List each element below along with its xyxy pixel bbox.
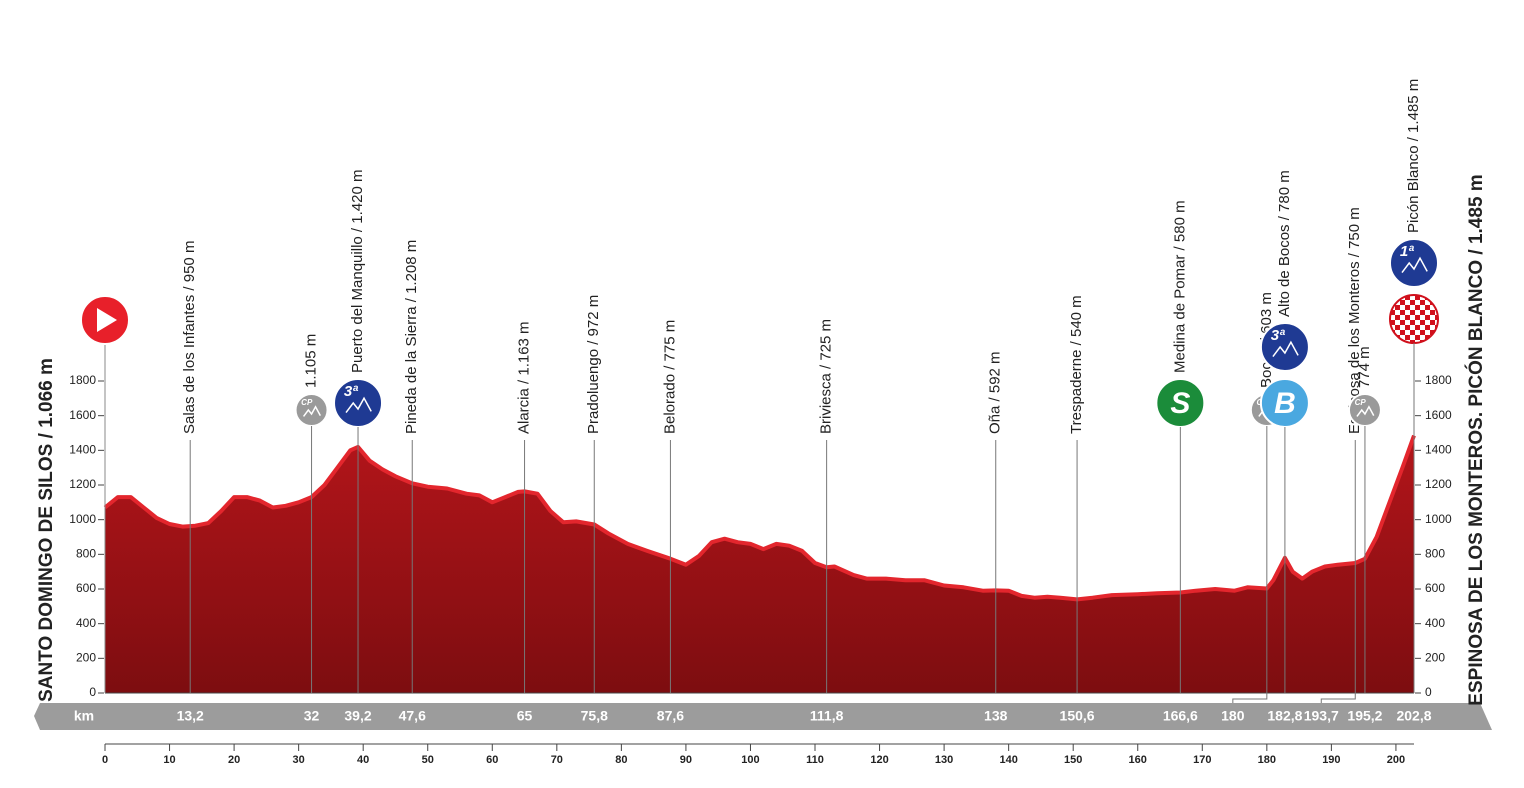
landmark-name: Belorado / 775 m — [661, 320, 678, 434]
y2-tick-label: 200 — [1425, 651, 1445, 665]
y2-tick-label: 0 — [1425, 685, 1432, 699]
km-unit: km — [74, 708, 94, 724]
km-label: 182,8 — [1267, 708, 1302, 724]
landmark-name: Pineda de la Sierra / 1.208 m — [403, 240, 420, 434]
km-label: 87,6 — [657, 708, 684, 724]
x-tick-label: 200 — [1387, 754, 1405, 766]
km-label: 180 — [1221, 708, 1245, 724]
x-tick-label: 0 — [102, 754, 108, 766]
landmark-name: Puerto del Manquillo / 1.420 m — [349, 170, 366, 373]
y-tick-label: 600 — [76, 581, 96, 595]
km-label: 202,8 — [1396, 708, 1431, 724]
start-arrow — [97, 308, 117, 332]
landmark-name: Pradoluengo / 972 m — [585, 295, 602, 434]
profile-line — [103, 434, 1416, 602]
y2-tick-label: 1800 — [1425, 373, 1452, 387]
km-label: 13,2 — [177, 708, 204, 724]
x-tick-label: 170 — [1193, 754, 1211, 766]
landmark-name: Espinosa de los Monteros / 750 m — [1346, 207, 1363, 434]
y2-tick-label: 1400 — [1425, 443, 1452, 457]
landmark-name: 774 m — [1356, 346, 1373, 388]
badge-mountain — [302, 405, 322, 417]
y-tick-label: 1000 — [69, 512, 96, 526]
profile-area — [105, 435, 1414, 693]
km-label: 47,6 — [399, 708, 426, 724]
km-label: 195,2 — [1347, 708, 1382, 724]
y-tick-label: 1400 — [69, 443, 96, 457]
badge — [1259, 322, 1310, 372]
badge-mountain — [1401, 256, 1428, 274]
km-label: 193,7 — [1304, 708, 1339, 724]
x-tick-label: 190 — [1322, 754, 1340, 766]
landmark-name: Alto de Bocos / 780 m — [1276, 170, 1293, 317]
x-tick-label: 150 — [1064, 754, 1082, 766]
x-tick-label: 180 — [1258, 754, 1276, 766]
y2-tick-label: 600 — [1425, 581, 1445, 595]
y-tick-label: 1800 — [69, 373, 96, 387]
badge-text: 3ª — [1271, 327, 1285, 344]
x-tick-label: 80 — [615, 754, 627, 766]
km-label: 138 — [984, 708, 1008, 724]
km-label: 39,2 — [344, 708, 371, 724]
landmark-name: Picón Blanco / 1.485 m — [1405, 79, 1422, 233]
finish-label: ESPINOSA DE LOS MONTEROS. PICÓN BLANCO /… — [1465, 174, 1487, 705]
x-tick-label: 160 — [1129, 754, 1147, 766]
x-tick-label: 130 — [935, 754, 953, 766]
y-tick-label: 800 — [76, 547, 96, 561]
y-tick-label: 400 — [76, 616, 96, 630]
x-tick-label: 100 — [741, 754, 759, 766]
y2-tick-label: 400 — [1425, 616, 1445, 630]
badge — [333, 378, 384, 428]
x-tick-label: 20 — [228, 754, 240, 766]
x-tick-label: 120 — [870, 754, 888, 766]
badge-mountain — [1356, 405, 1375, 417]
landmark-name: Trespaderne / 540 m — [1068, 295, 1085, 434]
x-tick-label: 90 — [680, 754, 692, 766]
km-label: 75,8 — [581, 708, 608, 724]
x-tick-label: 140 — [999, 754, 1017, 766]
badge-text: B — [1274, 387, 1296, 420]
x-tick-label: 110 — [806, 754, 824, 766]
y2-tick-label: 800 — [1425, 547, 1445, 561]
badge-mountain — [345, 396, 372, 414]
landmark-name: Salas de los Infantes / 950 m — [181, 241, 198, 434]
badge — [1389, 238, 1439, 288]
km-leader — [1320, 693, 1356, 703]
x-tick-label: 40 — [357, 754, 369, 766]
km-leader — [1232, 693, 1268, 703]
badge-text: 3ª — [344, 383, 358, 400]
y-tick-label: 1600 — [69, 408, 96, 422]
km-label: 32 — [304, 708, 320, 724]
landmark-name: Medina de Pomar / 580 m — [1171, 200, 1188, 373]
km-band — [34, 703, 1492, 730]
x-tick-label: 10 — [163, 754, 175, 766]
km-label: 166,6 — [1163, 708, 1198, 724]
landmark-name: 1.105 m — [303, 334, 320, 388]
y-tick-label: 0 — [89, 685, 96, 699]
landmark-name: Briviesca / 725 m — [818, 319, 835, 434]
km-label: 111,8 — [810, 708, 844, 724]
y2-tick-label: 1200 — [1425, 477, 1452, 491]
badge-text: 1ª — [1400, 243, 1414, 260]
x-tick-label: 30 — [293, 754, 305, 766]
start-label: SANTO DOMINGO DE SILOS / 1.066 m — [36, 358, 57, 702]
km-label: 150,6 — [1060, 708, 1095, 724]
landmark-name: Alarcia / 1.163 m — [516, 321, 533, 434]
y-tick-label: 200 — [76, 651, 96, 665]
x-tick-label: 60 — [486, 754, 498, 766]
badge-mountain — [1272, 340, 1299, 358]
finish-badge — [1389, 294, 1439, 344]
badge-text: CP — [301, 398, 313, 407]
km-label: 65 — [517, 708, 533, 724]
y2-tick-label: 1000 — [1425, 512, 1452, 526]
y2-tick-label: 1600 — [1425, 408, 1452, 422]
x-tick-label: 50 — [422, 754, 434, 766]
y-tick-label: 1200 — [69, 477, 96, 491]
x-tick-label: 70 — [551, 754, 563, 766]
landmark-name: Oña / 592 m — [987, 351, 1004, 434]
badge-text: S — [1170, 387, 1190, 420]
badge-text: CP — [1355, 398, 1367, 407]
